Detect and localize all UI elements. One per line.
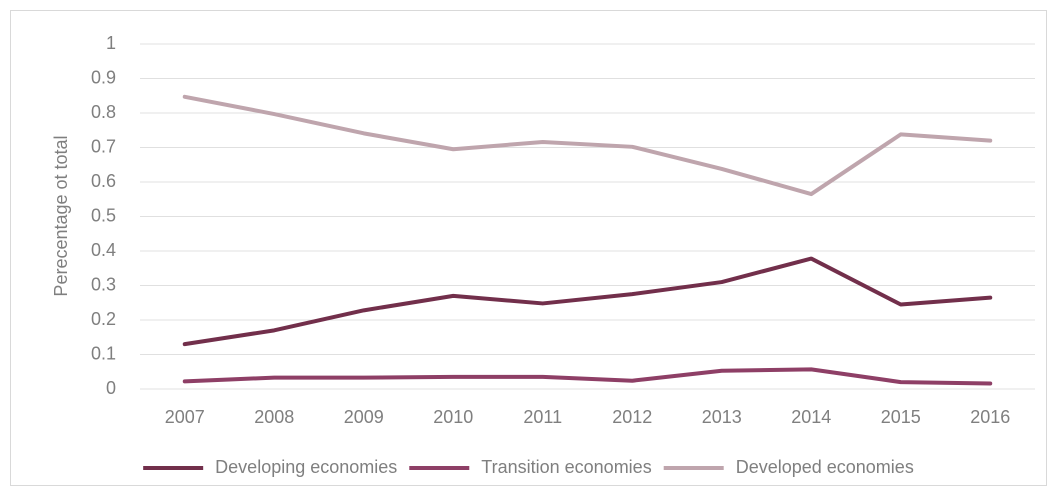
x-tick-label: 2015 — [881, 407, 921, 427]
y-tick-label: 0.1 — [91, 343, 116, 363]
x-tick-label: 2008 — [254, 407, 294, 427]
y-axis-label: Perecentage ot total — [51, 135, 71, 296]
y-tick-label: 0.2 — [91, 309, 116, 329]
y-tick-label: 0.4 — [91, 240, 116, 260]
x-tick-label: 2013 — [702, 407, 742, 427]
y-tick-label: 1 — [106, 33, 116, 53]
legend-label: Transition economies — [481, 457, 651, 477]
chart-border — [10, 10, 1047, 486]
x-tick-label: 2012 — [612, 407, 652, 427]
x-tick-label: 2011 — [523, 407, 562, 427]
line-series — [182, 94, 993, 197]
y-tick-label: 0.6 — [91, 171, 116, 191]
x-tick-label: 2014 — [791, 407, 831, 427]
x-tick-label: 2016 — [970, 407, 1010, 427]
x-tick-label: 2009 — [344, 407, 384, 427]
legend-label: Developing economies — [215, 457, 397, 477]
y-tick-label: 0.9 — [91, 67, 116, 87]
line-series — [182, 367, 993, 386]
line-series — [182, 256, 993, 347]
y-tick-label: 0.5 — [91, 205, 116, 225]
y-tick-label: 0.3 — [91, 274, 116, 294]
y-tick-label: 0.8 — [91, 102, 116, 122]
y-tick-label: 0.7 — [91, 136, 116, 156]
x-tick-label: 2010 — [433, 407, 473, 427]
y-tick-label: 0 — [106, 378, 116, 398]
legend-label: Developed economies — [736, 457, 914, 477]
x-tick-label: 2007 — [165, 407, 205, 427]
